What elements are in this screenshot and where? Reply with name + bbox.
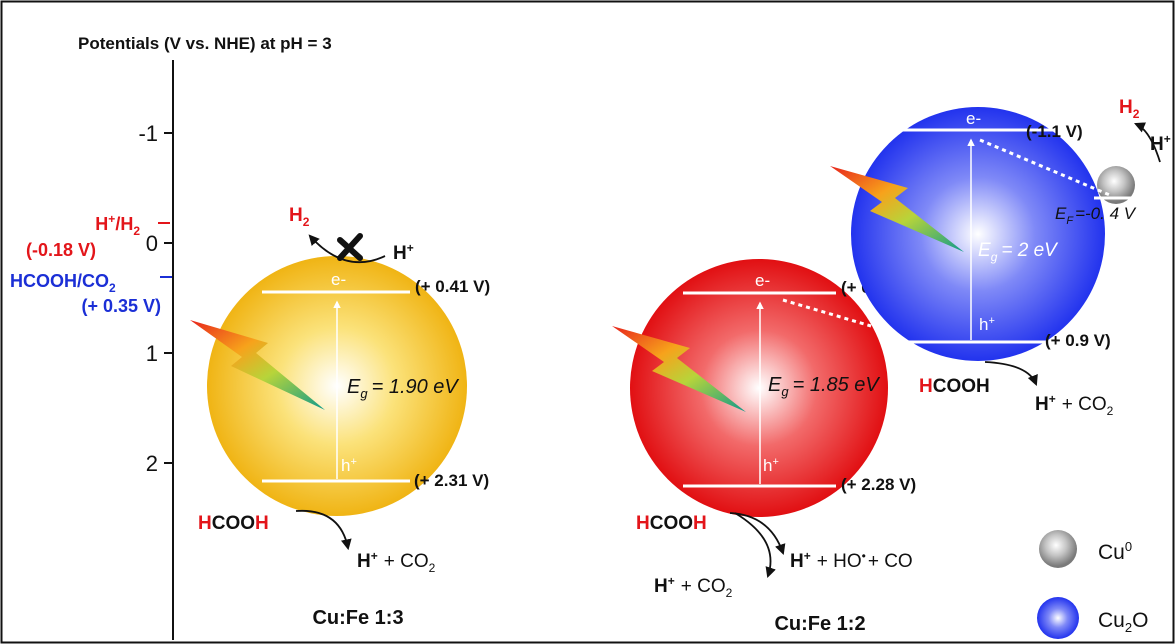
cufe12-oxidation-arrow-b [734, 512, 776, 579]
cufe13-hole-label: h+ [341, 456, 357, 475]
cu2o-hplus-label: H+ [1150, 132, 1171, 155]
legend-cu0-swatch [1039, 530, 1077, 568]
cu2o-bandgap: Eg = 2 eV [978, 240, 1059, 264]
axis-tick-label: 2 [146, 451, 158, 476]
legend-cu2o-label: Cu2O [1098, 609, 1148, 635]
cufe13-oxidation-arrow [295, 509, 352, 551]
cufe12-products-a: H+ + HO• + CO [790, 549, 913, 572]
axis-tick-label: 0 [146, 231, 158, 256]
legend-cu0-label: Cu0 [1098, 539, 1132, 564]
cufe12-panel-label: Cu:Fe 1:2 [774, 613, 865, 635]
hcooh-couple-label: HCOOH/CO2 [10, 271, 116, 295]
cufe13-vb-potential: (+ 2.31 V) [414, 471, 489, 490]
cufe12-sphere [630, 259, 888, 517]
lightning-bolt-icon [830, 166, 964, 252]
cufe13-hcooh-label: HCOOH [198, 513, 269, 534]
hcooh-potential-label: (+ 0.35 V) [81, 296, 161, 316]
cu2o-h2-arrow [1134, 122, 1161, 163]
cufe13-products-label: H+ + CO2 [357, 549, 436, 575]
cu2o-hole-label: h+ [979, 315, 995, 334]
cufe12-products-b: H+ + CO2 [654, 574, 733, 600]
lightning-bolt-icon [612, 326, 746, 412]
cu2o-products-label: H+ + CO2 [1035, 392, 1114, 418]
cu2o-electron-label: e- [966, 109, 981, 128]
legend-cu2o-swatch [1037, 597, 1079, 639]
cufe13-h2-arrow [308, 234, 386, 264]
cufe13-hplus-label: H+ [393, 241, 414, 264]
cufe13-panel-label: Cu:Fe 1:3 [312, 607, 403, 629]
cu2o-fermi-level: EF =-0. 4 V [1055, 204, 1137, 227]
cufe13-electron-label: e- [331, 270, 346, 289]
cufe12-hcooh-label: HCOOH [636, 513, 707, 534]
cu2o-hcooh-label: HCOOH [919, 376, 990, 397]
cufe13-h2-label: H2 [289, 205, 310, 229]
axis-tick-label: 1 [146, 341, 158, 366]
axis-title: Potentials (V vs. NHE) at pH = 3 [78, 34, 332, 53]
cu2o-oxidation-arrow [984, 361, 1038, 387]
cufe12-electron-label: e- [755, 271, 770, 290]
cu2o-sphere [851, 107, 1105, 361]
h2-couple-label: H+/H2 [95, 212, 140, 238]
cufe13-bandgap: Eg = 1.90 eV [347, 376, 459, 401]
cu2o-h2-label: H2 [1119, 97, 1140, 121]
cufe12-hole-label: h+ [763, 456, 779, 475]
cufe12-vb-potential: (+ 2.28 V) [841, 475, 916, 494]
axis-ticks [164, 132, 173, 464]
cufe13-cb-potential: (+ 0.41 V) [415, 277, 490, 296]
cu2o-vb-potential: (+ 0.9 V) [1045, 331, 1111, 350]
blocked-cross-icon [337, 233, 363, 261]
cufe12-oxidation-arrow-a [729, 512, 786, 556]
h2-potential-label: (-0.18 V) [26, 240, 96, 260]
axis-tick-label: -1 [138, 121, 158, 146]
lightning-bolt-icon [190, 320, 325, 410]
cufe12-bandgap: Eg = 1.85 eV [768, 374, 880, 399]
cu2o-cb-potential: (-1.1 V) [1026, 122, 1083, 141]
